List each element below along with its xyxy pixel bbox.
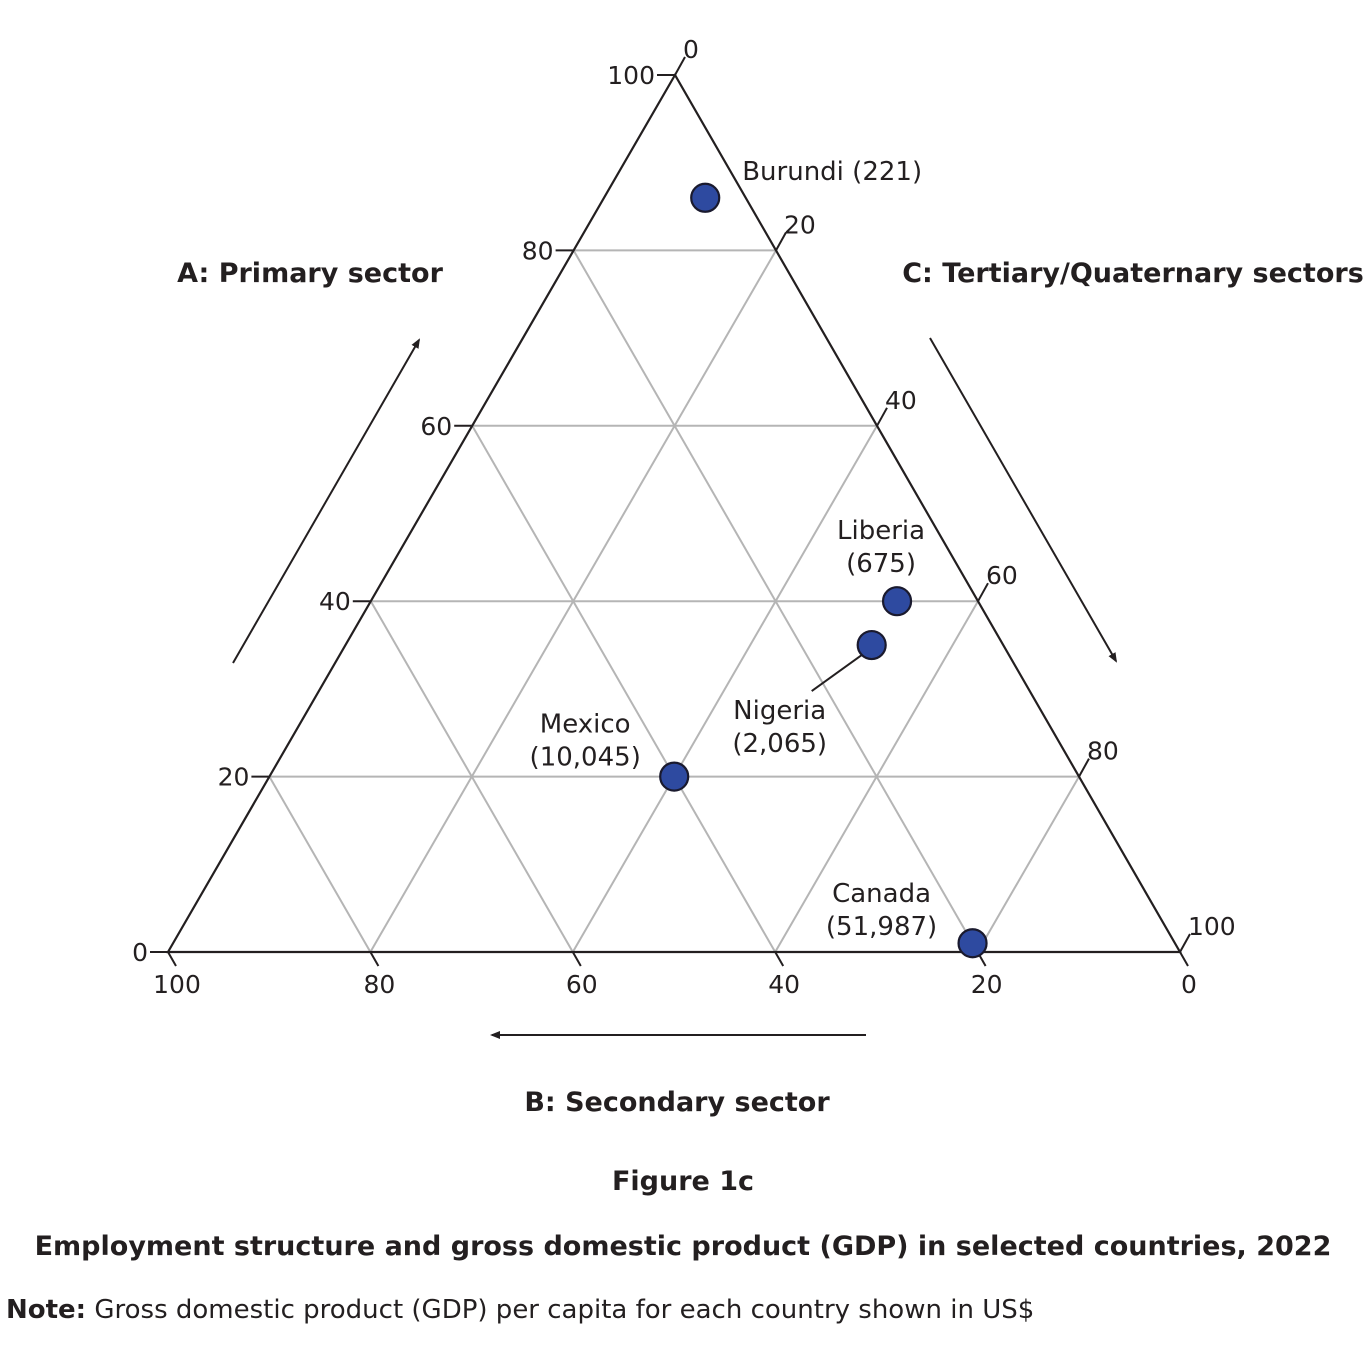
tick-label-a: 40 xyxy=(319,587,351,616)
tick-label-b: 80 xyxy=(363,970,395,999)
point-gdp: 675 xyxy=(856,549,906,579)
data-point-marker[interactable] xyxy=(957,928,988,959)
tick-label-a: 0 xyxy=(132,938,148,967)
point-gdp-open: ( xyxy=(530,743,540,773)
tick-label-c: 80 xyxy=(1087,737,1119,766)
point-liberia: Liberia (675) xyxy=(837,516,925,617)
grid-lines xyxy=(268,249,1080,953)
tick-label-a: 60 xyxy=(420,412,452,441)
data-point-marker[interactable] xyxy=(690,182,721,213)
tick-label-b: 100 xyxy=(153,970,201,999)
chart-subtitle: Employment structure and gross domestic … xyxy=(35,1231,1332,1262)
data-points: Burundi (221)Liberia (675)Nigeria (2,065)M… xyxy=(530,157,988,959)
tick-label-b: 0 xyxy=(1181,970,1197,999)
tick-mark-b xyxy=(369,951,380,967)
point-label: Burundi (221) xyxy=(742,157,922,187)
triangle-outline xyxy=(166,72,1182,954)
axis-c-arrow xyxy=(929,337,1117,663)
point-name: Burundi xyxy=(742,157,844,187)
tick-label-c: 20 xyxy=(784,210,816,239)
point-label: Mexico (10,045) xyxy=(530,710,641,773)
point-burundi: Burundi (221) xyxy=(690,157,922,213)
tick-label-a: 100 xyxy=(607,61,655,90)
point-gdp-open: ( xyxy=(826,912,836,942)
point-mexico: Mexico (10,045) xyxy=(530,710,690,792)
chart-note: Note: Gross domestic product (GDP) per c… xyxy=(6,1295,1034,1325)
tick-mark-c xyxy=(876,407,888,427)
tick-mark-c xyxy=(1078,758,1090,778)
axis-b-title: B: Secondary sector xyxy=(524,1087,830,1118)
point-nigeria: Nigeria (2,065) xyxy=(732,629,887,759)
point-gdp-open: ( xyxy=(844,157,862,187)
tick-label-c: 40 xyxy=(885,386,917,415)
tick-mark-b xyxy=(774,951,785,967)
point-name: Nigeria xyxy=(733,696,826,726)
note-label: Note: xyxy=(6,1295,86,1325)
tick-mark-c xyxy=(977,582,989,602)
grid-line-c-80 xyxy=(976,776,1080,953)
point-label: Canada (51,987) xyxy=(826,879,937,942)
tick-mark-c xyxy=(775,231,787,251)
tick-mark-c xyxy=(674,56,686,76)
grid-line-b-80 xyxy=(268,776,372,953)
point-gdp-close: ) xyxy=(912,157,922,187)
tick-label-c: 100 xyxy=(1188,912,1236,941)
triangle-frame xyxy=(166,72,1182,954)
tick-mark-c xyxy=(1179,933,1191,953)
tick-label-b: 40 xyxy=(768,970,800,999)
point-gdp-close: ) xyxy=(906,549,916,579)
point-gdp: 221 xyxy=(862,157,912,187)
point-gdp-close: ) xyxy=(817,729,827,759)
point-gdp-open: ( xyxy=(846,549,856,579)
axis-a-title: A: Primary sector xyxy=(177,258,443,289)
point-gdp-open: ( xyxy=(732,729,742,759)
axis-c-title: C: Tertiary/Quaternary sectors xyxy=(902,258,1364,289)
tick-mark-b xyxy=(1179,951,1189,967)
data-point-marker[interactable] xyxy=(881,586,913,617)
point-canada: Canada (51,987) xyxy=(826,879,988,959)
point-name: Liberia xyxy=(837,516,925,546)
tick-label-b: 20 xyxy=(971,970,1003,999)
point-gdp-close: ) xyxy=(927,912,937,942)
point-name: Canada xyxy=(832,879,931,909)
grid-line-c-60 xyxy=(774,600,979,953)
tick-label-b: 60 xyxy=(566,970,598,999)
tick-label-c: 0 xyxy=(683,35,699,64)
data-point-marker[interactable] xyxy=(856,629,887,661)
tick-mark-b xyxy=(167,951,177,967)
data-point-marker[interactable] xyxy=(659,761,690,792)
axis-a-arrow xyxy=(232,338,420,664)
point-gdp: 2,065 xyxy=(742,729,816,759)
point-gdp: 10,045 xyxy=(540,743,631,773)
tick-label-a: 80 xyxy=(522,236,554,265)
point-label: Nigeria (2,065) xyxy=(732,696,827,759)
point-gdp-close: ) xyxy=(631,743,641,773)
grid-line-b-40 xyxy=(471,425,777,953)
point-gdp: 51,987 xyxy=(836,912,927,942)
grid-line-c-40 xyxy=(571,425,878,953)
tick-mark-b xyxy=(571,951,582,967)
note-text: Gross domestic product (GDP) per capita … xyxy=(86,1295,1034,1325)
point-label: Liberia (675) xyxy=(837,516,925,579)
leader-line xyxy=(811,654,863,692)
grid-line-b-60 xyxy=(369,600,574,953)
point-name: Mexico xyxy=(540,710,631,740)
chart-title: Figure 1c xyxy=(612,1166,754,1197)
tick-label-c: 60 xyxy=(986,561,1018,590)
tick-label-a: 20 xyxy=(218,763,250,792)
